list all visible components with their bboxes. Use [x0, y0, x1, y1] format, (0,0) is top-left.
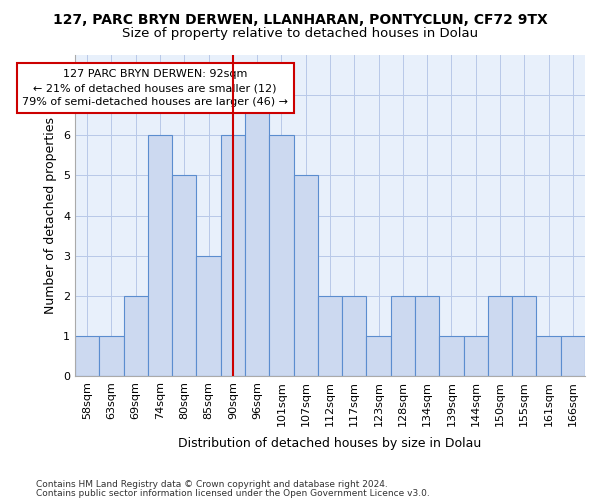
- Bar: [124, 296, 148, 376]
- Bar: [269, 136, 293, 376]
- Bar: [391, 296, 415, 376]
- Text: Size of property relative to detached houses in Dolau: Size of property relative to detached ho…: [122, 28, 478, 40]
- Bar: [342, 296, 367, 376]
- Bar: [221, 136, 245, 376]
- Bar: [245, 95, 269, 376]
- Text: 127 PARC BRYN DERWEN: 92sqm
← 21% of detached houses are smaller (12)
79% of sem: 127 PARC BRYN DERWEN: 92sqm ← 21% of det…: [22, 69, 288, 107]
- Bar: [439, 336, 464, 376]
- Bar: [415, 296, 439, 376]
- Bar: [148, 136, 172, 376]
- Bar: [99, 336, 124, 376]
- X-axis label: Distribution of detached houses by size in Dolau: Distribution of detached houses by size …: [178, 437, 482, 450]
- Bar: [561, 336, 585, 376]
- Bar: [488, 296, 512, 376]
- Y-axis label: Number of detached properties: Number of detached properties: [44, 117, 58, 314]
- Bar: [367, 336, 391, 376]
- Text: Contains public sector information licensed under the Open Government Licence v3: Contains public sector information licen…: [36, 488, 430, 498]
- Bar: [536, 336, 561, 376]
- Bar: [318, 296, 342, 376]
- Bar: [75, 336, 99, 376]
- Bar: [172, 176, 196, 376]
- Text: 127, PARC BRYN DERWEN, LLANHARAN, PONTYCLUN, CF72 9TX: 127, PARC BRYN DERWEN, LLANHARAN, PONTYC…: [53, 12, 547, 26]
- Bar: [196, 256, 221, 376]
- Bar: [464, 336, 488, 376]
- Bar: [293, 176, 318, 376]
- Text: Contains HM Land Registry data © Crown copyright and database right 2024.: Contains HM Land Registry data © Crown c…: [36, 480, 388, 489]
- Bar: [512, 296, 536, 376]
